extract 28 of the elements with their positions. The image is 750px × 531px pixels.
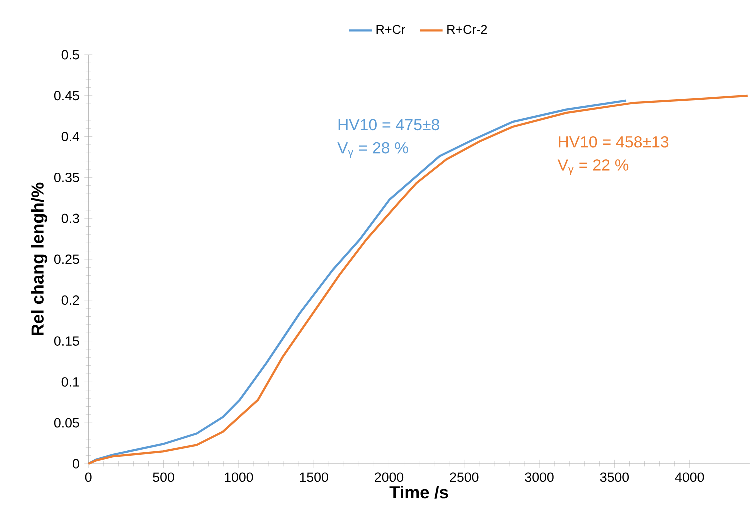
y-tick-label: 0.15: [54, 336, 80, 346]
x-tick-label: 500: [153, 472, 174, 482]
y-tick-label: 0.25: [54, 254, 80, 264]
y-tick-label: 0.45: [54, 91, 80, 101]
legend-label: R+Cr: [376, 25, 406, 34]
x-tick-label: 3000: [525, 472, 554, 482]
x-tick-label: 2500: [450, 472, 479, 482]
x-tick-label: 0: [85, 472, 92, 482]
y-tick-label: 0: [73, 459, 80, 469]
annotation: V$_{γ}$ = 22 %: [558, 160, 629, 176]
x-tick-label: 2000: [375, 472, 404, 482]
x-axis-title: Time /s: [390, 486, 448, 499]
y-tick-label: 0.5: [62, 50, 80, 60]
legend-label: R+Cr-2: [448, 25, 488, 34]
y-tick-label: 0.4: [62, 132, 80, 142]
y-tick-label: 0.2: [62, 296, 80, 306]
annotation: HV10 = 458±13: [559, 136, 669, 148]
annotation: HV10 = 475±8: [338, 119, 440, 131]
y-tick-label: 0.05: [54, 418, 80, 428]
annotation: V$_{γ}$ = 28 %: [338, 142, 408, 158]
y-tick-label: 0.1: [62, 377, 80, 387]
x-tick-label: 1500: [300, 472, 328, 482]
y-axis-title: Rel chang lengh/%: [31, 182, 48, 336]
y-tick-label: 0.3: [62, 214, 80, 224]
x-tick-label: 3500: [600, 472, 630, 482]
y-tick-label: 0.35: [54, 172, 80, 182]
x-tick-label: 1000: [225, 472, 254, 482]
x-tick-label: 4000: [675, 472, 704, 482]
